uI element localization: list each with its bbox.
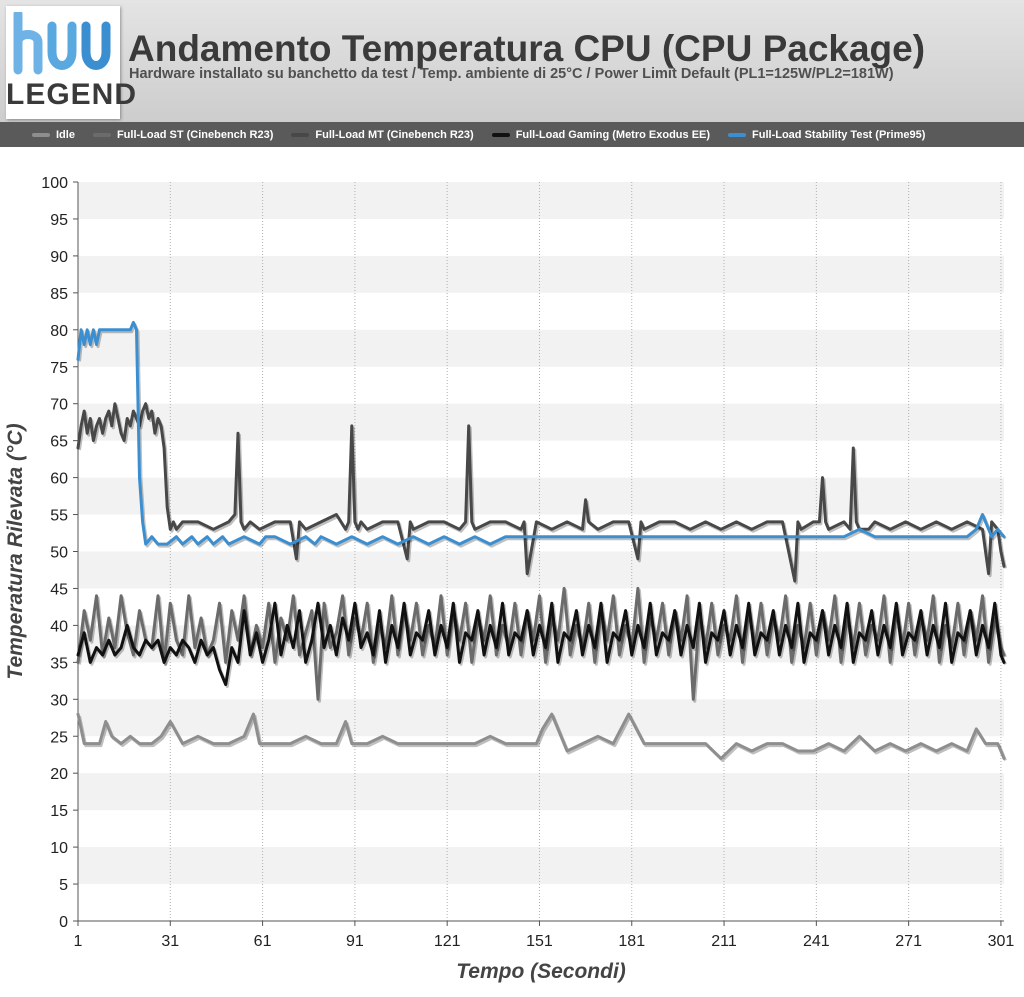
x-tick-label: 1 <box>74 933 83 950</box>
series-line-shadow <box>78 322 1007 548</box>
grid-band <box>78 773 1004 811</box>
y-tick-label: 65 <box>50 434 68 451</box>
legend-swatch <box>92 132 111 137</box>
legend-swatch <box>32 132 50 137</box>
legend-item: Full-Load ST (Cinebench R23) <box>92 128 274 141</box>
grid-band <box>78 329 1004 367</box>
y-tick-label: 40 <box>50 618 68 635</box>
x-tick-label: 61 <box>254 933 272 950</box>
logo-mark-icon <box>13 12 111 75</box>
series-line-1 <box>76 712 1006 760</box>
legend-label: Full-Load Stability Test (Prime95) <box>752 128 926 141</box>
x-tick-label: 151 <box>526 933 553 950</box>
series-line-3 <box>76 402 1006 583</box>
y-tick-label: 0 <box>59 914 68 931</box>
chart-plot: 0 5 10 15 20 25 30 35 40 45 50 55 60 65 70 75 80 85 90 95 10… <box>4 175 1015 983</box>
x-tick-label: 271 <box>895 933 922 950</box>
grid-band <box>78 551 1004 589</box>
y-tick-label: 55 <box>50 508 68 525</box>
grid-band <box>78 182 1004 219</box>
y-tick-label: 60 <box>50 471 68 488</box>
x-tick-label: 241 <box>803 933 830 950</box>
chart-title: Andamento Temperatura CPU (CPU Package) <box>128 28 926 69</box>
chart-subtitle: Hardware installato su banchetto da test… <box>129 66 894 82</box>
y-tick-label: 50 <box>50 545 68 562</box>
y-tick-label: 10 <box>50 840 68 857</box>
legend-swatch <box>291 132 310 137</box>
y-tick-label: 35 <box>50 655 68 672</box>
y-tick-label: 30 <box>50 692 68 709</box>
grid-band <box>78 255 1004 293</box>
legend-label: Full-Load Gaming (Metro Exodus EE) <box>515 128 711 141</box>
y-tick-label: 95 <box>50 212 68 229</box>
y-tick-label: 15 <box>50 803 68 820</box>
legend-label: Idle <box>56 128 75 141</box>
y-tick-label: 85 <box>50 286 68 303</box>
x-tick-label: 91 <box>346 933 364 950</box>
series-line-5 <box>76 320 1006 546</box>
x-tick-label: 121 <box>434 933 461 950</box>
hwlegend-logo: LEGEND <box>6 6 138 119</box>
y-tick-label: 45 <box>50 581 68 598</box>
chart-header: LEGEND Andamento Temperatura CPU (CPU Pa… <box>0 0 1024 122</box>
x-tick-label: 181 <box>618 933 645 950</box>
x-axis-title: Tempo (Secondi) <box>456 960 626 983</box>
legend-item: Full-Load MT (Cinebench R23) <box>291 128 474 141</box>
y-tick-label: 75 <box>50 360 68 377</box>
legend: Idle Full-Load ST (Cinebench R23) Full-Loa… <box>0 122 1024 147</box>
legend-swatch <box>491 132 510 137</box>
y-tick-label: 25 <box>50 729 68 746</box>
legend-label: Full-Load MT (Cinebench R23) <box>315 128 474 141</box>
grid-band <box>78 477 1004 515</box>
series-line-4 <box>76 601 1006 686</box>
x-tick-label: 31 <box>161 933 179 950</box>
y-tick-label: 100 <box>41 175 68 192</box>
legend-item: Idle <box>32 129 75 141</box>
y-tick-label: 80 <box>50 323 68 340</box>
y-tick-label: 5 <box>59 877 68 894</box>
legend-label: Full-Load ST (Cinebench R23) <box>116 128 274 141</box>
x-tick-label: 301 <box>988 933 1015 950</box>
y-axis-title: Temperatura Rilevata (°C) <box>4 423 27 679</box>
legend-swatch <box>728 132 747 137</box>
grid-band <box>78 847 1004 885</box>
x-tick-label: 211 <box>711 933 737 950</box>
grid-band <box>78 403 1004 441</box>
y-tick-label: 70 <box>50 397 68 414</box>
logo-text: LEGEND <box>6 78 138 111</box>
y-tick-label: 20 <box>50 766 68 783</box>
y-tick-label: 90 <box>50 249 68 266</box>
legend-item: Full-Load Stability Test (Prime95) <box>728 129 925 141</box>
legend-item: Full-Load Gaming (Metro Exodus EE) <box>491 128 711 141</box>
